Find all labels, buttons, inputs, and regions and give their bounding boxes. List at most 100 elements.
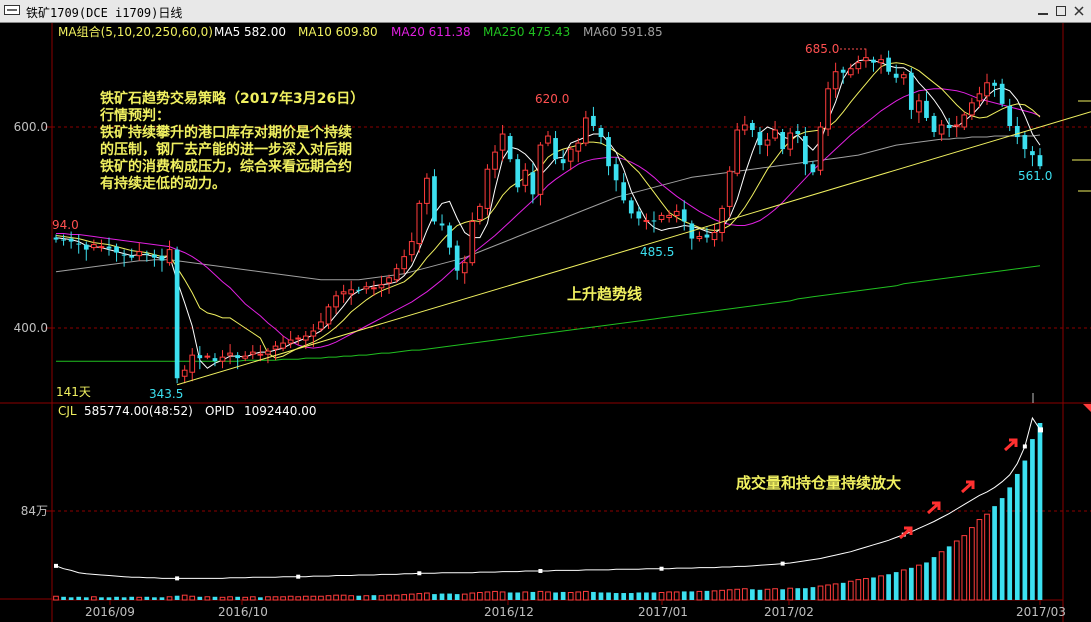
candle-up (916, 100, 922, 113)
candle-up (673, 210, 680, 216)
maximize-icon[interactable] (1053, 4, 1069, 18)
volume-bar-up (817, 585, 824, 601)
candle-down (893, 73, 899, 78)
x-label-2016-09: 2016/09 (85, 605, 135, 619)
volume-bar-up (249, 596, 256, 601)
volume-bar-up (847, 580, 854, 601)
minimize-icon[interactable] (1035, 4, 1051, 18)
candle-down (530, 172, 536, 195)
candle-down (992, 82, 997, 86)
candle-up (643, 219, 650, 222)
candle-up (764, 139, 771, 146)
volume-bar-up (378, 595, 385, 601)
candle-up (204, 355, 211, 358)
candle-down (114, 246, 119, 253)
trend-line-label: 上升趋势线 (567, 285, 642, 303)
volume-bar-up (832, 583, 839, 601)
volume-bar-up (567, 591, 574, 601)
x-label-2017-02: 2017/02 (764, 605, 814, 619)
volume-bar-down (689, 591, 695, 600)
candle-down (174, 249, 180, 379)
volume-bar-up (325, 595, 332, 601)
candle-down (636, 211, 642, 219)
candle-up (711, 232, 718, 241)
candle-down (591, 115, 596, 126)
volume-bar-down (144, 596, 150, 600)
candle-up (166, 249, 173, 264)
open-interest-marker (1038, 427, 1043, 433)
candle-up (416, 202, 423, 245)
chart-background (0, 23, 1091, 622)
volume-bar-down (212, 596, 218, 600)
volume-bar-down (946, 546, 952, 600)
volume-bar-down (61, 596, 66, 600)
candle-up (961, 114, 968, 128)
candle-up (98, 246, 105, 249)
candle-up (348, 289, 355, 295)
window-title: 铁矿1709(DCE i1709)日线 (26, 6, 183, 20)
candle-down (757, 132, 763, 146)
volume-bar-down (681, 591, 687, 600)
candle-up (280, 342, 286, 349)
volume-bar-up (477, 591, 483, 601)
candle-up (499, 133, 506, 151)
kline-chart[interactable]: 600.0 400.0 84万 MA组合(5,10,20,250,60,0) M… (0, 23, 1091, 622)
candle-up (863, 57, 869, 62)
candle-up (726, 170, 733, 207)
open-interest-marker (780, 561, 785, 566)
volume-bar-down (454, 594, 460, 600)
volume-bar-up (461, 593, 468, 601)
candle-up (666, 214, 672, 218)
candle-up (832, 71, 839, 90)
volume-bar-up (219, 596, 226, 601)
candle-down (803, 136, 808, 165)
volume-bar-down (99, 597, 104, 600)
volume-bar-up (900, 569, 907, 601)
volume-bar-up (363, 595, 370, 601)
volume-bar-up (136, 596, 143, 601)
volume-trend-label: 成交量和持仓量持续放大 (736, 474, 901, 492)
arrow-up-icon (960, 480, 975, 494)
price-tick-600: 600.0 (14, 120, 48, 134)
close-icon[interactable] (1071, 4, 1087, 18)
candle-down (197, 355, 203, 359)
candle-up (984, 82, 990, 97)
candle-up (302, 335, 309, 341)
candle-up (386, 277, 392, 284)
volume-bars (53, 423, 1043, 601)
candle-up (318, 321, 324, 330)
candle-down (61, 239, 66, 241)
candle-up (969, 102, 975, 116)
ma10-line (55, 62, 1041, 359)
candle-down (999, 83, 1005, 104)
volume-bar-down (106, 597, 112, 600)
open-interest-marker (659, 566, 664, 571)
candle-down (946, 124, 952, 129)
volume-bar-up (575, 591, 582, 601)
window-menu-icon[interactable] (4, 5, 20, 15)
volume-bar-up (227, 596, 233, 601)
x-label-2017-03: 2017/03 (1016, 605, 1066, 619)
volume-bar-down (507, 592, 513, 600)
volume-bar-down (628, 593, 634, 600)
ma20-line (56, 88, 1041, 349)
candle-up (219, 356, 226, 362)
candle-down (356, 289, 362, 291)
candle-up (461, 262, 468, 274)
candle-down (53, 237, 59, 240)
candle-down (613, 164, 619, 181)
candle-down (83, 244, 89, 250)
volume-bar-up (953, 540, 960, 601)
candle-up (772, 129, 778, 139)
volume-bar-up (492, 590, 498, 601)
volume-bar-up (499, 591, 506, 601)
open-interest-marker (175, 576, 180, 581)
volume-bar-down (591, 591, 596, 600)
volume-bar-up (401, 594, 408, 601)
arrow-up-icon (898, 526, 913, 540)
volume-bar-down (621, 593, 627, 600)
candle-down (1037, 155, 1043, 167)
opid-value: 1092440.00 (244, 404, 317, 418)
ma-group-label: MA组合(5,10,20,250,60,0) (58, 24, 213, 39)
volume-bar-down (636, 592, 642, 600)
